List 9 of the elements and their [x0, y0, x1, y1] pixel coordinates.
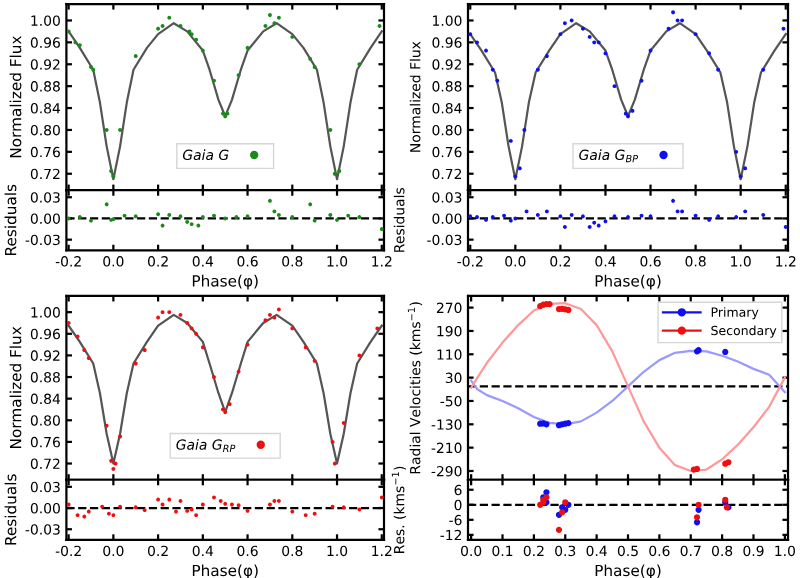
line-series: [470, 302, 786, 473]
line-series: [67, 22, 383, 181]
line-series: [67, 313, 383, 465]
point: [543, 489, 550, 496]
point: [695, 501, 702, 508]
line-series: [470, 349, 786, 426]
point: [555, 526, 563, 533]
point: [693, 514, 701, 521]
point: [722, 348, 729, 356]
